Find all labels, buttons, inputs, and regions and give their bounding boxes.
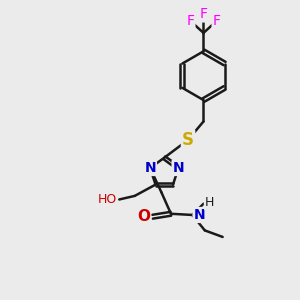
Text: F: F <box>186 14 194 28</box>
Text: S: S <box>182 131 194 149</box>
Text: H: H <box>205 196 214 209</box>
Text: F: F <box>200 8 208 22</box>
Text: O: O <box>137 209 150 224</box>
Text: HO: HO <box>98 193 117 206</box>
Text: N: N <box>144 161 156 175</box>
Text: N: N <box>194 208 205 222</box>
Text: F: F <box>213 14 220 28</box>
Text: N: N <box>172 161 184 175</box>
